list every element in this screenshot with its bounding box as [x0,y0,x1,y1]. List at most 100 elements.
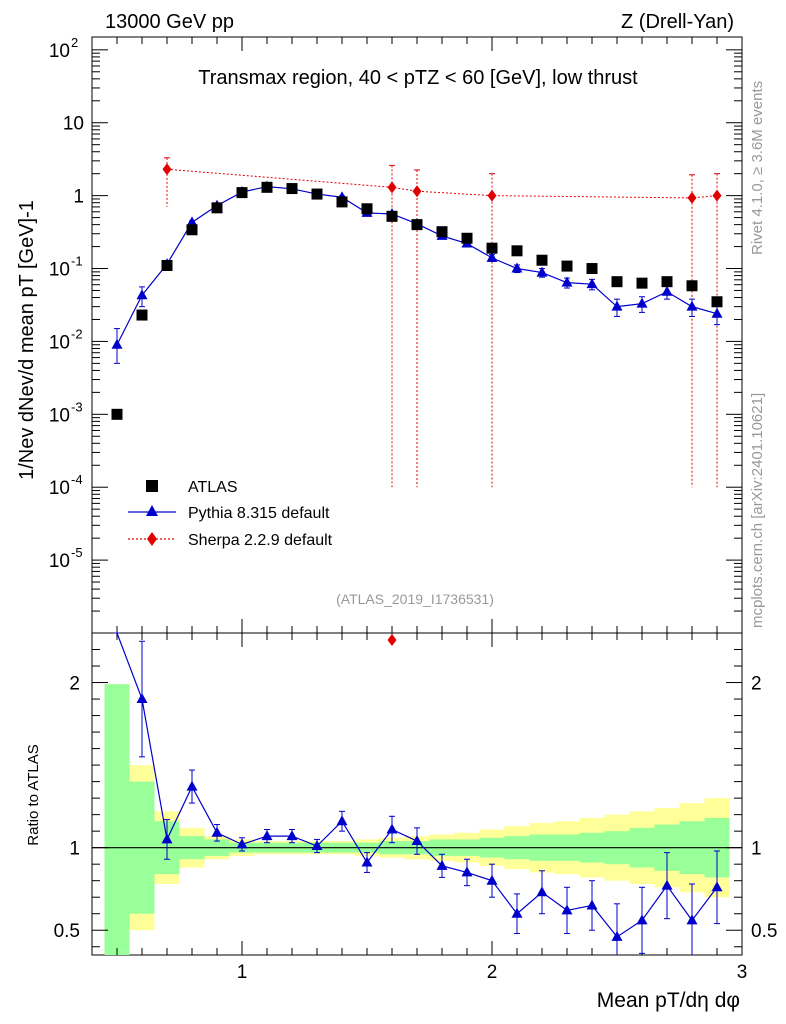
mcplots-label: mcplots.cern.ch [arXiv:2401.10621] [749,393,766,628]
pythia-point [611,300,623,311]
sherpa-ratio-point [387,634,397,646]
y-axis-label: 1/Nev dNev/d mean pT [GeV]-1 [16,200,38,480]
pythia-ratio-point [336,815,348,826]
legend-atlas-marker [146,480,158,492]
atlas-point [636,277,648,289]
sherpa-line [166,168,718,199]
atlas-point [311,188,323,200]
ratio-tick-label: 0.5 [54,921,80,942]
pythia-ratio-point [261,830,273,841]
pythia-point [111,338,123,349]
pythia-point [486,251,498,262]
atlas-point [686,280,698,292]
atlas-point [211,202,223,214]
y-tick-exponent: -2 [71,326,83,341]
y-tick-exponent: -5 [71,545,83,560]
ratio-tick-label-right: 0.5 [751,921,777,942]
legend-atlas-label: ATLAS [188,479,238,496]
x-tick-label: 2 [487,962,498,983]
pythia-point [711,307,723,318]
legend-sherpa-label: Sherpa 2.2.9 default [188,532,333,549]
pythia-ratio-point [186,780,198,791]
y-tick-exponent: -3 [71,399,83,414]
atlas-point [586,263,598,275]
legend-pythia-marker [146,505,158,516]
atlas-point [461,232,473,244]
analysis-id: (ATLAS_2019_I1736531) [336,591,494,607]
atlas-point [661,276,673,288]
sherpa-point [387,181,397,194]
atlas-point [411,219,423,231]
pythia-ratio-point [236,838,248,849]
atlas-point [386,210,398,222]
sherpa-point [687,191,697,204]
y-tick-exponent: -1 [71,254,83,269]
pythia-ratio-point [361,856,373,867]
x-tick-label: 3 [737,962,748,983]
atlas-point [261,181,273,193]
x-axis-label: Mean pT/dη dφ [597,989,740,1012]
pythia-ratio-point [511,907,523,918]
ratio-tick-label: 2 [69,674,80,695]
y-tick-label: 10 [49,332,70,353]
pythia-point [186,216,198,227]
uncertainty-bands [92,684,742,955]
pythia-point [561,276,573,287]
pythia-ratio-point [661,879,673,890]
atlas-point [111,408,123,420]
atlas-point [286,183,298,195]
atlas-point [436,226,448,238]
pythia-ratio-point [286,830,298,841]
atlas-point [561,260,573,272]
sherpa-point [412,185,422,198]
pythia-ratio-point [161,833,173,844]
sherpa-point [487,189,497,202]
header-right: Z (Drell-Yan) [621,11,734,33]
sherpa-point [162,163,172,176]
pythia-ratio-point [411,835,423,846]
y-tick-label: 10 [63,114,84,135]
chart-title: Transmax region, 40 < pTZ < 60 [GeV], lo… [198,67,638,89]
atlas-point [536,254,548,266]
pythia-ratio-point [561,904,573,915]
pythia-ratio-point [686,914,698,925]
y-tick-exponent: 2 [71,35,78,50]
x-tick-label: 1 [237,962,248,983]
y-tick-label: 1 [73,187,84,208]
atlas-point [186,224,198,236]
pythia-ratio-point [311,840,323,851]
pythia-ratio-point [611,930,623,941]
pythia-point [511,262,523,273]
pythia-ratio-point [461,866,473,877]
sherpa-point [712,189,722,202]
pythia-ratio-point [436,859,448,870]
pythia-point [136,289,148,300]
atlas-point [611,276,623,288]
legend-sherpa-marker [147,532,157,546]
y-tick-label: 10 [49,41,70,62]
y-tick-label: 10 [49,551,70,572]
atlas-point [486,242,498,254]
pythia-ratio-line [116,632,718,938]
atlas-point [136,309,148,321]
pythia-ratio-point [211,826,223,837]
y-tick-exponent: -4 [71,472,83,487]
ratio-tick-label-right: 2 [751,674,762,695]
y-tick-label: 10 [49,260,70,281]
atlas-point [511,245,523,257]
band-stat [104,684,130,955]
pythia-point [586,278,598,289]
atlas-series [111,181,723,420]
atlas-point [711,296,723,308]
pythia-point [686,300,698,311]
atlas-point [336,196,348,208]
ratio-tick-label-right: 1 [751,839,762,860]
pythia-ratio-point [486,874,498,885]
ratio-tick-label: 1 [69,839,80,860]
pythia-point [536,266,548,277]
atlas-point [236,187,248,199]
y-tick-label: 10 [49,405,70,426]
pythia-ratio-point [136,693,148,704]
